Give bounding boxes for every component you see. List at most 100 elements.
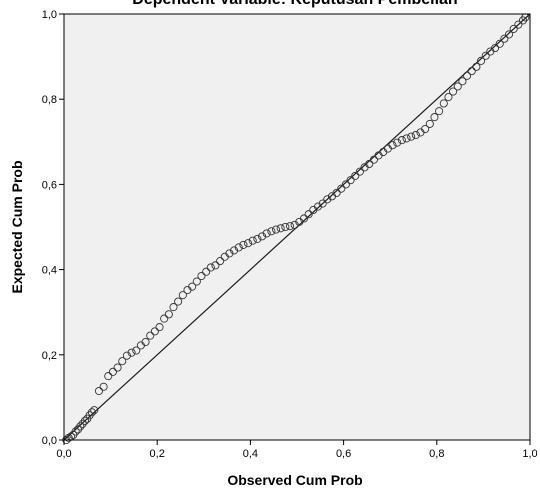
data-point bbox=[262, 229, 271, 238]
data-point bbox=[425, 119, 434, 128]
x-tick-label: 0,6 bbox=[336, 448, 351, 460]
data-point bbox=[351, 171, 360, 180]
data-point bbox=[332, 188, 341, 197]
data-point bbox=[230, 246, 239, 255]
x-tick-label: 0,0 bbox=[56, 448, 71, 460]
data-point bbox=[504, 30, 514, 39]
data-point bbox=[411, 130, 420, 140]
data-point bbox=[122, 351, 131, 360]
data-point bbox=[435, 107, 444, 116]
data-point bbox=[299, 214, 309, 223]
data-point bbox=[178, 291, 187, 300]
data-point bbox=[90, 406, 99, 415]
data-point bbox=[402, 134, 411, 143]
data-point bbox=[267, 227, 276, 236]
data-point bbox=[64, 433, 73, 442]
data-point bbox=[346, 176, 355, 185]
data-point bbox=[141, 337, 150, 347]
data-point bbox=[76, 422, 85, 431]
data-point bbox=[514, 20, 523, 29]
data-point bbox=[202, 267, 211, 276]
x-tick-label: 0,8 bbox=[429, 448, 444, 460]
data-point bbox=[80, 416, 90, 425]
y-tick-label: 0,2 bbox=[42, 350, 57, 362]
y-tick-label: 0,4 bbox=[42, 265, 57, 277]
data-point bbox=[458, 77, 467, 86]
data-point bbox=[155, 323, 164, 332]
data-point bbox=[393, 138, 402, 147]
data-point bbox=[337, 184, 346, 193]
y-tick-label: 0,8 bbox=[42, 94, 57, 106]
data-point bbox=[518, 16, 528, 25]
data-point bbox=[323, 195, 332, 204]
data-point bbox=[449, 87, 458, 96]
data-point bbox=[285, 222, 295, 231]
data-point bbox=[85, 411, 94, 420]
data-point bbox=[146, 331, 155, 340]
y-axis: 0,0 0,2 0,4 0,6 0,8 1,0 bbox=[42, 9, 64, 447]
y-tick-label: 0,0 bbox=[42, 435, 57, 447]
data-point bbox=[481, 51, 490, 60]
data-point bbox=[192, 277, 201, 286]
y-tick-label: 0,6 bbox=[42, 179, 57, 191]
data-point bbox=[71, 427, 80, 436]
data-point bbox=[78, 419, 87, 428]
data-point bbox=[127, 348, 136, 357]
data-point bbox=[271, 225, 281, 234]
data-point bbox=[150, 327, 159, 336]
data-point bbox=[132, 346, 141, 355]
plot-frame bbox=[63, 13, 531, 441]
data-point bbox=[388, 141, 397, 150]
data-point bbox=[500, 34, 509, 43]
data-point bbox=[397, 136, 406, 145]
data-point bbox=[453, 82, 462, 91]
data-point bbox=[341, 180, 350, 189]
data-point bbox=[118, 357, 127, 366]
data-point bbox=[197, 271, 206, 281]
data-point bbox=[369, 155, 378, 164]
data-point bbox=[206, 263, 215, 272]
x-tick-label: 1,0 bbox=[522, 448, 537, 460]
data-point bbox=[276, 224, 285, 233]
data-point bbox=[290, 220, 299, 229]
data-point bbox=[104, 372, 113, 381]
data-point bbox=[216, 257, 225, 266]
data-point bbox=[318, 199, 327, 208]
reference-line bbox=[63, 13, 531, 441]
data-point bbox=[225, 249, 234, 258]
data-point bbox=[211, 261, 220, 270]
data-point bbox=[94, 386, 103, 396]
y-tick-label: 1,0 bbox=[42, 9, 57, 21]
data-point bbox=[234, 243, 243, 252]
data-point bbox=[244, 239, 253, 248]
marks-layer bbox=[62, 13, 531, 445]
data-point bbox=[421, 124, 430, 134]
data-point bbox=[239, 240, 248, 249]
data-point bbox=[304, 210, 313, 219]
chart-title: Dependent Variable: Keputusan Pembelian bbox=[132, 0, 457, 8]
data-point bbox=[164, 310, 173, 319]
data-point bbox=[430, 113, 439, 122]
data-point bbox=[509, 24, 518, 33]
data-point bbox=[467, 67, 476, 76]
data-point bbox=[313, 202, 323, 211]
data-point bbox=[253, 234, 262, 243]
data-point bbox=[477, 56, 486, 65]
data-point bbox=[99, 382, 108, 391]
data-point bbox=[365, 159, 374, 169]
y-axis-label: Expected Cum Prob bbox=[9, 160, 25, 293]
data-point bbox=[169, 303, 178, 312]
data-point bbox=[188, 282, 197, 291]
data-point bbox=[490, 44, 500, 53]
data-point bbox=[257, 232, 267, 241]
data-point bbox=[87, 408, 97, 417]
data-point bbox=[355, 167, 364, 176]
data-point bbox=[174, 297, 183, 306]
data-point bbox=[73, 425, 83, 434]
data-point bbox=[463, 71, 472, 80]
x-tick-label: 0,2 bbox=[150, 448, 165, 460]
data-point bbox=[495, 39, 504, 48]
data-point bbox=[108, 367, 117, 376]
data-point bbox=[444, 93, 453, 102]
x-axis: 0,0 0,2 0,4 0,6 0,8 1,0 bbox=[56, 440, 538, 460]
